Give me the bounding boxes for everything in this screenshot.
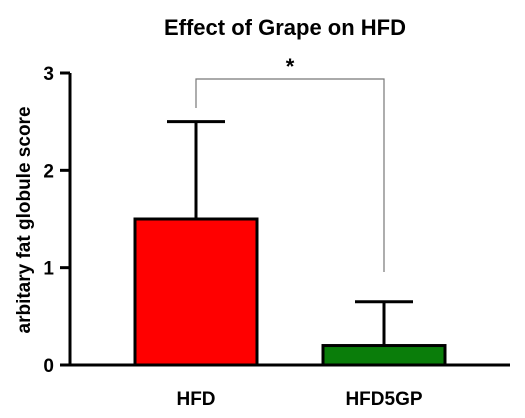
bars (133, 217, 447, 367)
error-bars (167, 120, 413, 346)
x-tick-label: HFD5GP (345, 389, 422, 410)
y-tick-label: 3 (43, 64, 54, 85)
significance-line (195, 78, 385, 272)
y-tick-label: 0 (43, 356, 54, 377)
significance-label: * (286, 54, 295, 79)
axes: 0 1 2 3 (43, 64, 510, 377)
y-tick-label: 2 (43, 161, 54, 182)
y-tick-label: 1 (43, 259, 54, 280)
x-tick-label: HFD (176, 389, 215, 410)
bar-hfd (133, 217, 259, 367)
bar-hfd5gp (321, 344, 447, 367)
significance-bracket: * (195, 54, 385, 272)
chart-title: Effect of Grape on HFD (164, 15, 406, 40)
y-axis-label: arbitary fat globule score (14, 106, 35, 333)
category-labels: HFD HFD5GP (176, 389, 422, 410)
